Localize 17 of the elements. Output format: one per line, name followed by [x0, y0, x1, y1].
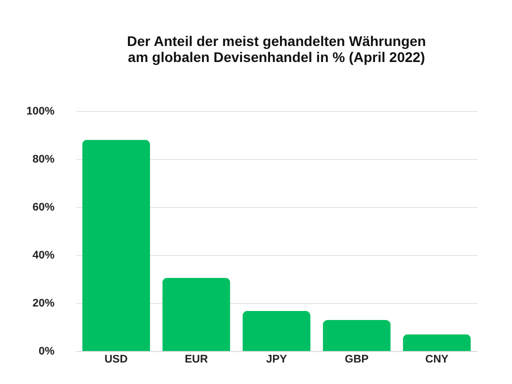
x-tick-label: EUR	[184, 354, 208, 366]
bar	[322, 320, 391, 351]
x-tick-label: CNY	[425, 354, 450, 366]
chart-title: Der Anteil der meist gehandelten Währungen am globalen Devisenhandel in % (April 2022)	[127, 33, 426, 65]
y-tick-label: 40%	[32, 250, 55, 262]
bar	[82, 140, 150, 351]
x-tick-label: GBP	[344, 354, 369, 366]
y-tick-label: 80%	[32, 154, 55, 166]
y-tick-label: 60%	[32, 202, 55, 214]
y-tick-label: 100%	[26, 106, 55, 118]
bar	[242, 310, 310, 351]
bar	[402, 334, 471, 351]
bar	[162, 278, 230, 351]
x-tick-label: JPY	[266, 354, 288, 366]
y-tick-label: 0%	[38, 346, 55, 358]
y-tick-label: 20%	[32, 298, 55, 310]
x-tick-label: USD	[104, 354, 128, 366]
